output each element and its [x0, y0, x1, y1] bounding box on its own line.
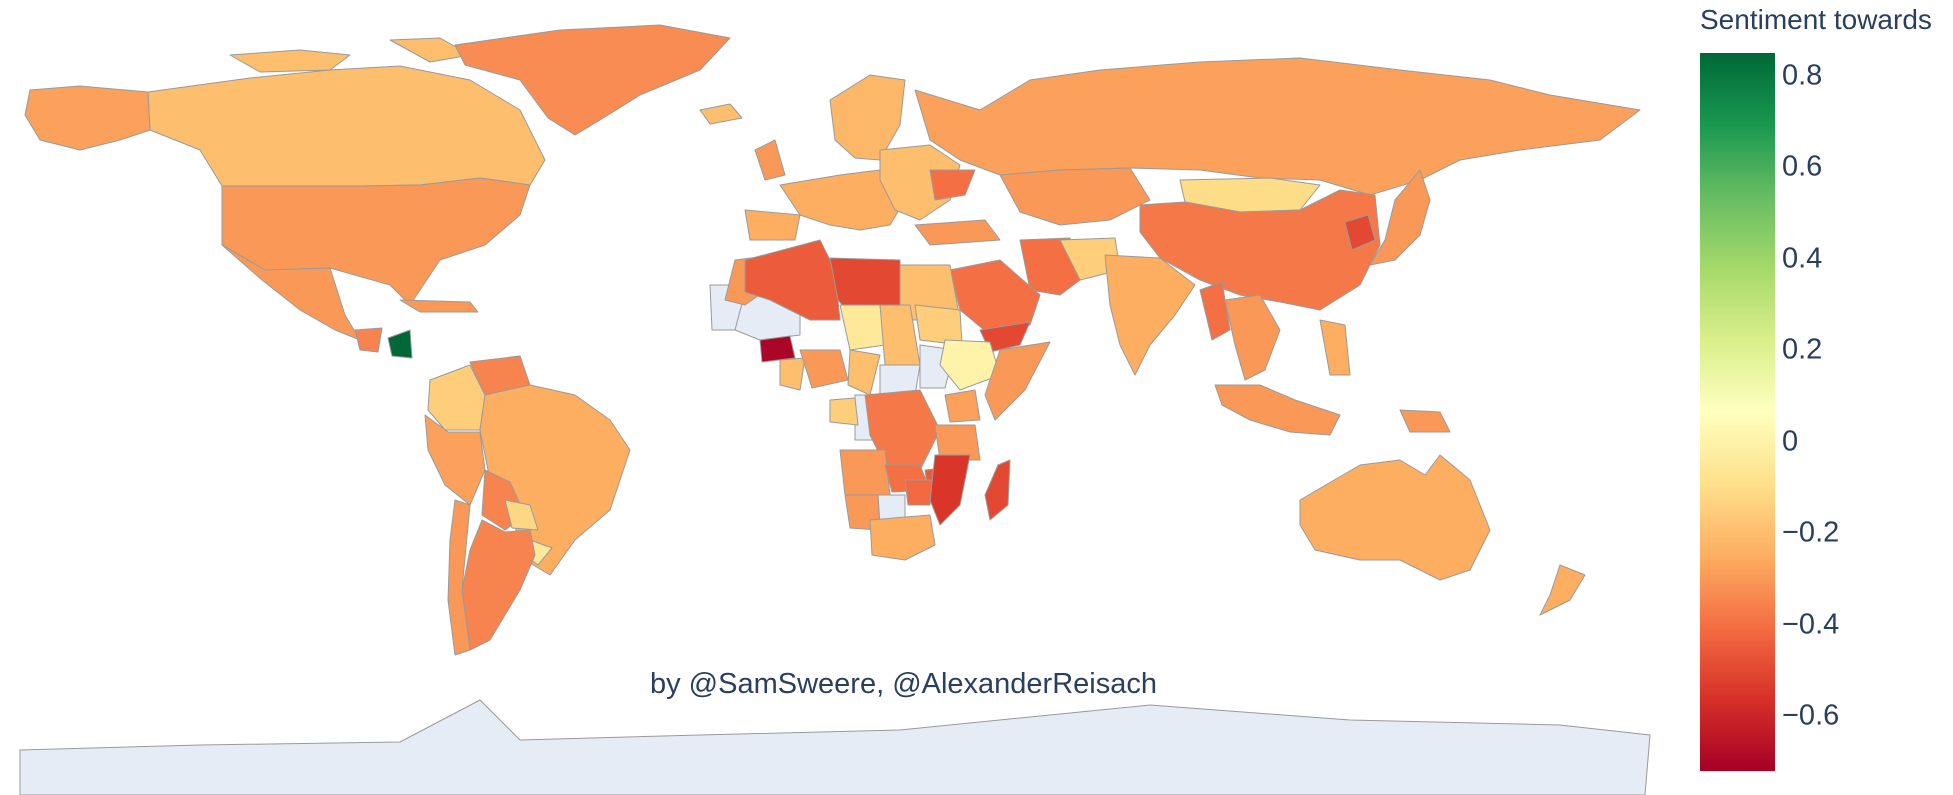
region-eastern-europe — [879, 144, 961, 221]
region-alaska — [24, 85, 151, 151]
region-chad — [879, 304, 921, 366]
region-iceland — [699, 103, 743, 125]
colorbar-tick-label: −0.2 — [1782, 516, 1840, 549]
region-guatemala — [354, 327, 383, 353]
region-ghana — [779, 357, 806, 391]
region-ethiopia — [939, 339, 1001, 391]
region-kazakhstan — [999, 167, 1151, 226]
region-peru — [424, 414, 486, 506]
region-japan — [1369, 169, 1431, 266]
region-cuba — [399, 299, 479, 313]
region-papua-new-guinea — [1399, 409, 1451, 433]
region-spain — [744, 209, 801, 241]
colorbar-tick-label: 0.4 — [1782, 242, 1823, 275]
colorbar — [1700, 53, 1775, 771]
region-uk — [754, 139, 786, 181]
region-new-zealand — [1539, 564, 1586, 616]
region-cameroon — [847, 349, 881, 396]
region-burkina-faso — [759, 335, 796, 363]
region-western-europe — [779, 169, 906, 231]
region-madagascar — [984, 459, 1011, 521]
region-nigeria — [799, 349, 849, 389]
region-scandinavia — [829, 74, 906, 161]
region-greenland — [454, 24, 731, 136]
region-turkey — [914, 219, 1001, 246]
region-antarctica-no-data — [19, 699, 1651, 795]
region-argentina — [461, 519, 536, 651]
colorbar-tick-label: 0.2 — [1782, 333, 1823, 366]
region-indonesia — [1214, 384, 1341, 436]
colorbar-tick-label: 0.8 — [1782, 59, 1823, 92]
region-philippines — [1319, 319, 1351, 376]
region-gabon — [829, 397, 859, 426]
region-iran — [1019, 237, 1081, 296]
region-angola — [839, 449, 891, 496]
colorbar-tick-label: −0.4 — [1782, 608, 1840, 641]
region-south-africa — [869, 514, 936, 561]
region-usa — [221, 177, 531, 306]
region-paraguay — [504, 499, 539, 531]
colorbar-tick-label: −0.6 — [1782, 699, 1840, 732]
region-kenya — [944, 389, 981, 423]
region-australia — [1299, 454, 1491, 581]
region-north-korea — [1344, 214, 1376, 251]
region-india — [1104, 254, 1196, 376]
credit-text: by @SamSweere, @AlexanderReisach — [650, 668, 1157, 700]
region-chile — [447, 499, 471, 656]
region-ukraine — [929, 169, 976, 201]
colorbar-tick-label: 0 — [1782, 425, 1799, 458]
colorbar-tick-label: 0.6 — [1782, 150, 1823, 183]
region-mozambique — [929, 454, 971, 526]
region-sudan — [914, 304, 963, 346]
colorbar-title: Sentiment towards — [1700, 4, 1932, 35]
region-somalia — [984, 341, 1051, 421]
region-southeast-asia — [1224, 294, 1281, 381]
region-myanmar — [1199, 281, 1231, 341]
region-niger — [839, 304, 886, 351]
region-tanzania — [934, 424, 981, 461]
region-algeria — [744, 239, 841, 321]
region-zimbabwe — [904, 479, 933, 506]
region-china — [1139, 189, 1381, 311]
region-nicaragua — [387, 329, 413, 359]
